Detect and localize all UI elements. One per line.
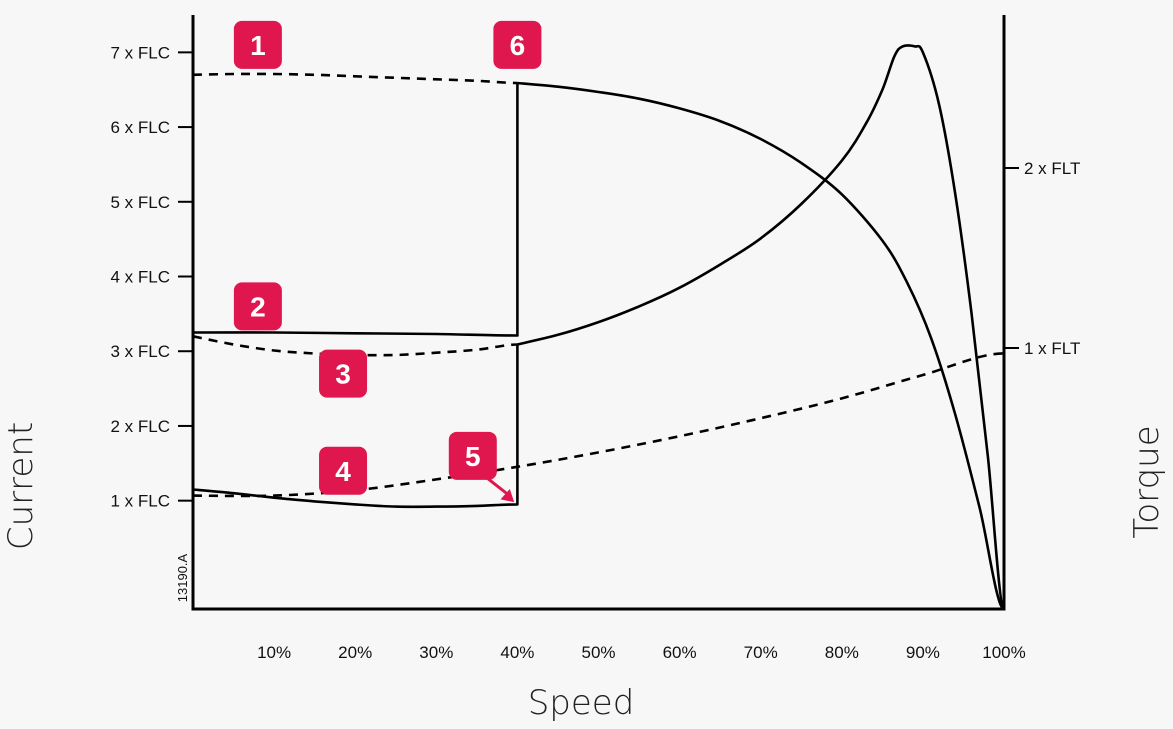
y2-axis-title: Torque [1127, 425, 1167, 538]
x-tick-labels: 10% 20% 30% 40% 50% 60% 70% 80% 90% 100% [257, 643, 1026, 662]
marker-badge-label: 3 [335, 359, 351, 390]
drawing-code-label: 13190.A [175, 553, 190, 602]
marker-badge-bg [233, 20, 282, 69]
x-axis-title: Speed [528, 683, 635, 723]
y-tick-label: 6 x FLC [110, 118, 170, 137]
y-tick-label: 3 x FLC [110, 342, 170, 361]
marker-badge-label: 5 [465, 441, 481, 472]
curve-series-6 [517, 44, 1006, 611]
marker-badge-bg [319, 349, 368, 398]
y2-tick-labels: 1 x FLT 2 x FLT [1004, 159, 1080, 358]
x-tick-label: 20% [338, 643, 372, 662]
y-tick-labels: 1 x FLC 2 x FLC 3 x FLC 4 x FLC 5 x FLC 6 x F… [110, 43, 193, 511]
marker-badge-1: 1 [233, 20, 282, 69]
marker-badge-bg [448, 431, 497, 480]
curve-series-2 [517, 81, 1006, 611]
y-tick-label: 5 x FLC [110, 193, 170, 212]
marker-badge-bg [233, 282, 282, 331]
curve-series-7 [192, 352, 1005, 498]
y-tick-label: 7 x FLC [110, 43, 170, 62]
marker-badge-label: 2 [250, 291, 266, 322]
x-tick-label: 30% [419, 643, 453, 662]
marker-badge-bg [493, 20, 542, 69]
x-tick-label: 60% [663, 643, 697, 662]
y-tick-label: 1 x FLC [110, 492, 170, 511]
marker-badge-2: 2 [233, 282, 282, 331]
y-tick-label: 2 x FLC [110, 417, 170, 436]
x-tick-label: 10% [257, 643, 291, 662]
marker-badge-5: 5 [448, 431, 515, 503]
x-tick-label: 100% [982, 643, 1025, 662]
curve-series-1 [192, 72, 518, 85]
y-tick-label: 4 x FLC [110, 268, 170, 287]
marker-badge-4: 4 [319, 446, 368, 495]
curve-series-5 [192, 344, 519, 509]
curve-series-3 [192, 83, 519, 337]
marker-badges: 1 6 2 3 4 5 [233, 20, 542, 503]
y2-tick-label: 2 x FLT [1024, 159, 1080, 178]
marker-arrow-head [500, 488, 515, 503]
marker-badge-bg [319, 446, 368, 495]
y2-tick-label: 1 x FLT [1024, 339, 1080, 358]
marker-badge-6: 6 [493, 20, 542, 69]
x-tick-label: 50% [581, 643, 615, 662]
axes-layer [191, 15, 1006, 611]
marker-badge-label: 1 [250, 30, 266, 61]
x-tick-label: 70% [744, 643, 778, 662]
x-tick-label: 90% [906, 643, 940, 662]
marker-badge-label: 4 [335, 456, 351, 487]
y-axis-title: Current [1, 422, 41, 550]
x-tick-label: 80% [825, 643, 859, 662]
marker-badge-3: 3 [319, 349, 368, 398]
curves-layer [192, 44, 1006, 611]
x-tick-label: 40% [500, 643, 534, 662]
marker-badge-label: 6 [510, 30, 526, 61]
